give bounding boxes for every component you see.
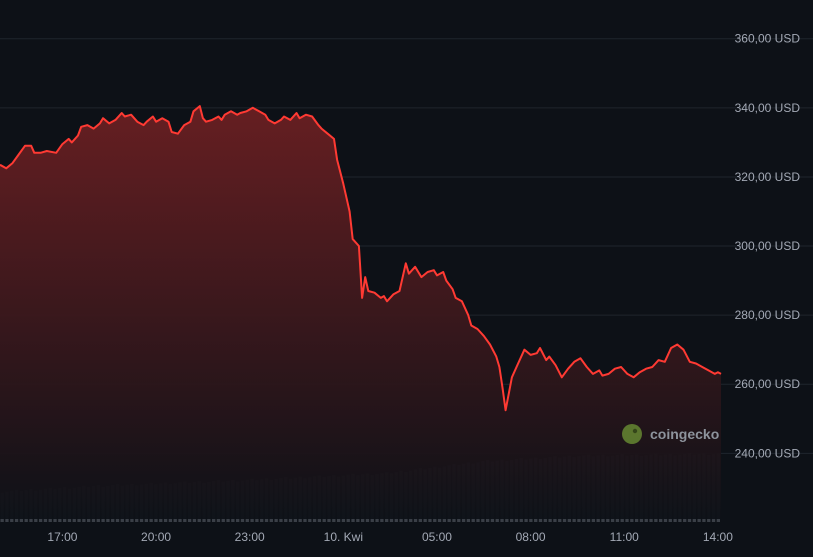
y-tick-label: 320,00 USD	[735, 170, 801, 184]
price-area	[0, 106, 721, 519]
x-tick-label: 23:00	[235, 530, 265, 544]
x-tick-label: 10. Kwi	[324, 530, 363, 544]
coingecko-logo-icon	[622, 424, 642, 444]
y-tick-label: 360,00 USD	[735, 32, 801, 46]
y-tick-label: 280,00 USD	[735, 308, 801, 322]
coingecko-logo-eye-icon	[632, 428, 638, 434]
x-tick-label: 08:00	[516, 530, 546, 544]
x-tick-label: 20:00	[141, 530, 171, 544]
x-tick-label: 11:00	[610, 530, 639, 544]
x-tick-label: 17:00	[47, 530, 77, 544]
x-axis-ticks: 17:00 20:00 23:00 10. Kwi 05:00 08:00 11:00 14:…	[47, 530, 733, 544]
x-tick-label: 14:00	[703, 530, 733, 544]
x-tick-label: 05:00	[422, 530, 452, 544]
y-tick-label: 300,00 USD	[735, 239, 801, 253]
watermark-text: coingecko	[650, 426, 719, 442]
price-line[interactable]	[0, 105, 722, 412]
y-tick-label: 260,00 USD	[735, 377, 801, 391]
y-tick-label: 240,00 USD	[735, 446, 801, 460]
coingecko-watermark: coingecko	[622, 424, 719, 444]
y-axis-ticks: 240,00 USD 260,00 USD 280,00 USD 300,00 USD…	[735, 32, 801, 461]
y-tick-label: 340,00 USD	[735, 101, 801, 115]
price-series-line[interactable]	[0, 105, 722, 412]
price-area-fill	[0, 106, 721, 519]
